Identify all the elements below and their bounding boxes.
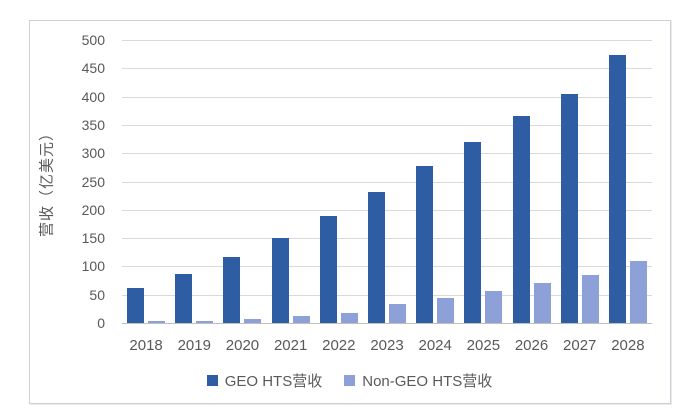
y-tick-50: 50 (89, 286, 105, 303)
bar-geo-2021 (271, 237, 289, 323)
gridline-50 (122, 294, 652, 296)
y-tick-500: 500 (81, 32, 105, 48)
x-tick-2024: 2024 (418, 337, 452, 354)
bar-geo-2020 (223, 257, 241, 323)
y-tick-300: 300 (81, 145, 105, 162)
gridline-400 (122, 96, 652, 98)
bar-geo-2019 (175, 274, 193, 323)
gridline-450 (122, 68, 652, 70)
bar-nongeo-2027 (581, 274, 599, 323)
gridline-200 (122, 209, 652, 211)
y-tick-400: 400 (81, 88, 105, 105)
x-tick-2028: 2028 (611, 337, 645, 354)
bar-geo-2024 (416, 166, 434, 323)
x-tick-2018: 2018 (129, 337, 163, 354)
gridline-250 (122, 181, 652, 183)
bar-nongeo-2019 (196, 320, 214, 323)
x-tick-2019: 2019 (177, 337, 211, 354)
legend-item-nongeo: Non-GEO HTS营收 (344, 370, 492, 391)
legend-label-geo: GEO HTS营收 (224, 373, 323, 390)
gridline-500 (122, 40, 652, 41)
x-tick-2023: 2023 (370, 337, 404, 354)
y-tick-100: 100 (81, 258, 105, 275)
bar-geo-2026 (512, 116, 530, 323)
legend-swatch-nongeo-icon (344, 375, 356, 386)
bar-nongeo-2018 (148, 321, 166, 323)
gridline-300 (122, 153, 652, 155)
gridline-0 (122, 323, 652, 324)
legend: GEO HTS营收 Non-GEO HTS营收 (0, 370, 699, 391)
x-tick-2021: 2021 (273, 337, 308, 354)
legend-swatch-geo-icon (206, 375, 218, 386)
bar-geo-2027 (560, 93, 578, 323)
bar-nongeo-2023 (389, 304, 406, 323)
bar-nongeo-2025 (485, 290, 503, 323)
gridline-150 (122, 238, 652, 240)
y-tick-200: 200 (81, 201, 105, 218)
y-tick-250: 250 (81, 173, 105, 190)
bar-geo-2022 (319, 216, 337, 323)
bar-nongeo-2028 (629, 260, 647, 323)
bar-nongeo-2020 (244, 319, 262, 323)
x-tick-2022: 2022 (322, 337, 356, 354)
y-tick-150: 150 (81, 230, 105, 247)
bar-nongeo-2024 (437, 297, 455, 323)
bar-geo-2028 (608, 54, 626, 323)
x-tick-2027: 2027 (563, 337, 597, 354)
gridline-100 (122, 266, 652, 268)
bar-nongeo-2021 (292, 315, 310, 323)
gridline-350 (122, 124, 652, 126)
bar-geo-2025 (464, 141, 482, 323)
y-tick-350: 350 (81, 116, 105, 133)
y-tick-450: 450 (81, 60, 105, 77)
bar-nongeo-2022 (340, 312, 358, 323)
bar-geo-2023 (368, 191, 385, 323)
legend-item-geo: GEO HTS营收 (206, 370, 323, 391)
y-tick-0: 0 (97, 315, 105, 331)
x-tick-2020: 2020 (225, 337, 260, 354)
legend-label-nongeo: Non-GEO HTS营收 (362, 373, 493, 390)
x-tick-2026: 2026 (514, 337, 549, 354)
bar-geo-2018 (127, 287, 145, 323)
bar-nongeo-2026 (533, 283, 551, 323)
x-tick-2025: 2025 (466, 337, 501, 354)
